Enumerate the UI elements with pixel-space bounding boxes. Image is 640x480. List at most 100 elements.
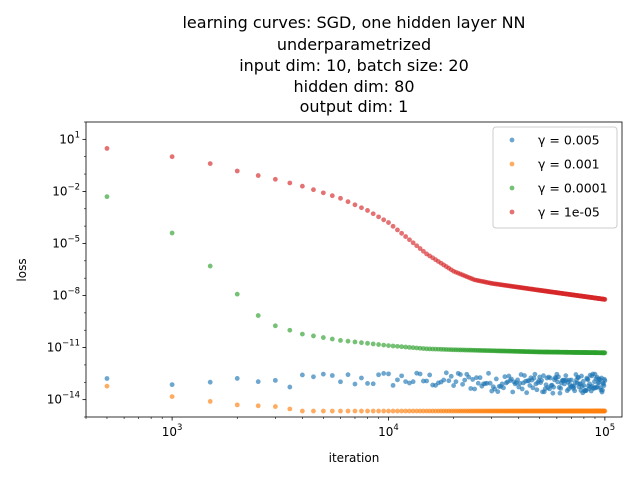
data-point [407,408,412,414]
data-point [352,381,358,387]
data-point [338,408,343,414]
data-point [365,340,370,346]
legend-marker [509,209,515,215]
data-point [345,408,351,414]
data-point [551,384,557,390]
legend-label: γ = 0.005 [538,133,600,148]
data-point [602,350,608,356]
data-point [499,381,505,387]
data-point [443,370,449,376]
data-point [311,187,316,193]
data-point [571,384,577,390]
data-point [399,373,405,379]
data-point [370,341,376,347]
data-point [427,372,433,378]
legend-label: γ = 1e-05 [538,205,600,220]
data-point [352,339,358,345]
data-point [390,343,396,349]
data-point [329,373,335,378]
data-point [395,377,400,383]
legend-entry-2: γ = 0.0001 [509,181,608,196]
data-point [352,408,358,414]
data-point [376,408,381,414]
y-tick-label: 10−11 [47,339,80,355]
x-tick-label: 103 [162,423,183,439]
data-point [272,323,278,329]
data-point [441,377,447,383]
data-point [234,402,240,408]
data-point [287,406,293,412]
legend-marker [509,161,515,167]
data-point [376,342,381,347]
data-point [460,381,465,387]
x-tick-label: 104 [378,423,399,439]
y-tick-label: 10−8 [52,287,80,303]
data-point [299,183,305,189]
data-point [311,374,316,380]
data-point [524,390,530,396]
legend-label: γ = 0.001 [538,157,600,172]
data-point [534,387,540,393]
data-point [329,408,335,414]
data-point [414,243,420,249]
data-point [495,389,501,395]
data-point [458,372,463,377]
data-point [410,379,416,385]
data-point [403,379,409,385]
data-point [399,230,405,236]
data-point [541,373,546,379]
data-point [311,333,316,339]
data-point [359,375,364,381]
data-point [502,374,508,380]
title-line-4: hidden dim: 80 [294,77,415,96]
data-point [555,379,561,385]
data-point [486,370,491,376]
data-point [255,173,261,178]
data-point [403,234,409,239]
data-point [585,377,591,382]
data-point [376,214,381,220]
data-point [462,377,468,383]
data-point [207,379,213,385]
data-point [390,382,396,388]
y-tick-label: 10−5 [52,234,80,250]
data-point [601,383,607,389]
data-point [272,404,278,409]
data-point [320,371,326,377]
data-point [417,408,423,414]
data-point [234,168,240,174]
data-point [417,371,423,377]
data-point [399,344,405,350]
data-point [547,375,553,381]
data-point [410,240,416,246]
data-point [451,383,457,388]
data-point [370,381,376,387]
legend-marker [509,185,515,191]
data-point [359,205,364,211]
title-line-2: underparametrized [277,35,431,54]
data-point [424,378,429,384]
data-point [338,379,343,385]
data-point [299,331,305,337]
data-point [381,342,387,348]
data-point [448,373,454,379]
data-point [395,343,400,349]
y-tick-label: 10−14 [47,391,80,407]
data-point [169,154,175,160]
data-point [446,378,452,384]
legend-box [492,126,618,229]
data-point [519,386,525,392]
legend-label: γ = 0.0001 [538,181,608,196]
y-axis-label: loss [15,258,29,281]
plot-frame [85,121,623,418]
data-point [169,394,175,399]
data-point [329,336,335,342]
data-point [600,387,605,393]
data-point [407,237,412,243]
data-point [487,380,493,386]
data-point [557,390,563,396]
legend: γ = 0.005 γ = 0.001 γ = 0.0001 γ = 1e-05 [492,126,618,229]
title-line-3: input dim: 10, batch size: 20 [239,56,469,75]
data-point [255,313,261,318]
